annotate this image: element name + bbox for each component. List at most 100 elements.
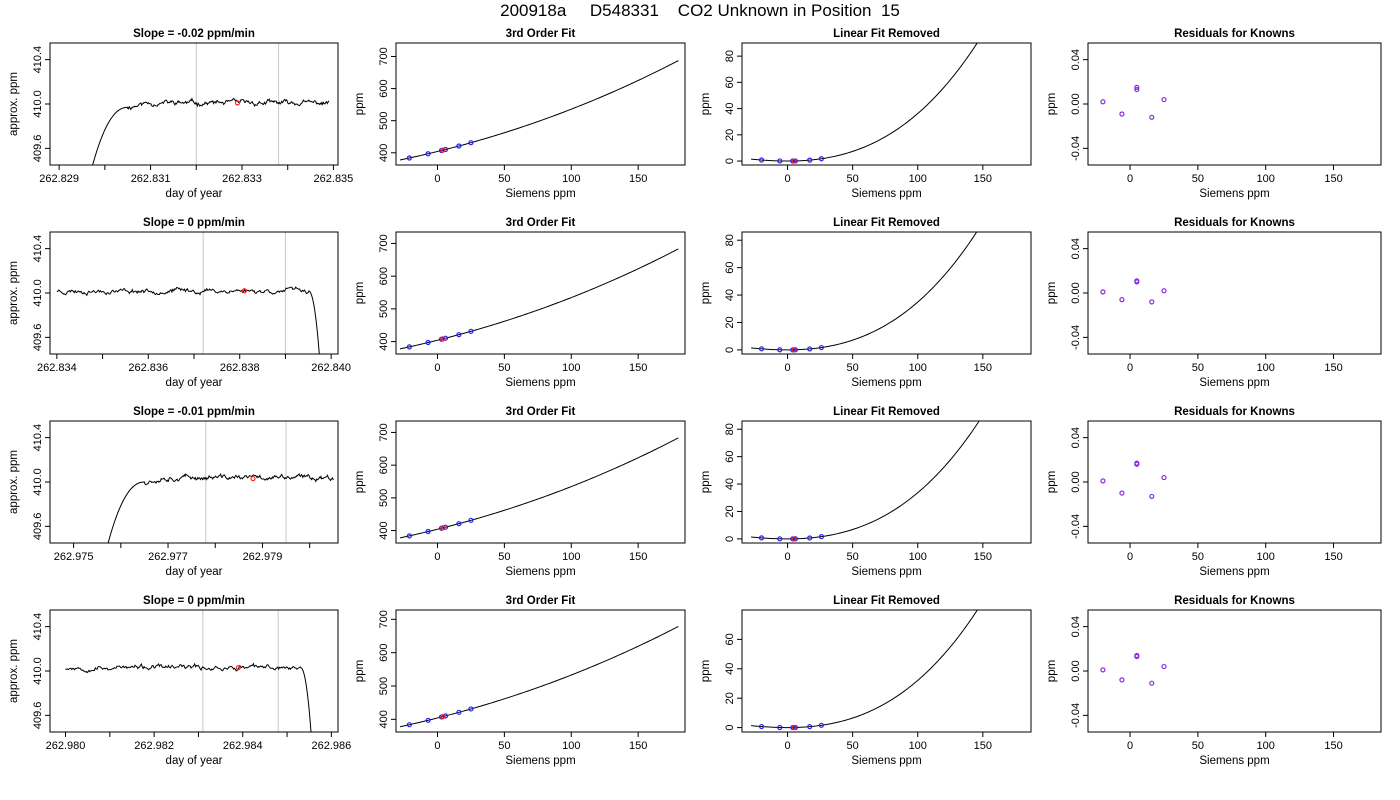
panel-r0c2-fit-curve [751, 43, 978, 162]
panel-r0c2-unknown-point-0 [791, 158, 797, 164]
panel-r3c2-plot-area [751, 610, 978, 731]
panel-r1c0-ytick-label-1: 410.0 [32, 279, 44, 307]
panel-r3c2-xlabel: Siemens ppm [851, 755, 921, 767]
panel-r3c1-plot-area [399, 626, 679, 728]
panel-r2c3-ytick-label-2: 0.04 [1070, 427, 1082, 448]
panel-r0c1-ylabel: ppm [354, 93, 366, 115]
panel-r0c2-ytick-label-0: 0 [724, 158, 736, 164]
panel-r3c1-ylabel: ppm [354, 660, 366, 682]
panel-r1c1-known-point-3 [442, 335, 449, 341]
panel-r2c1-xlabel: Siemens ppm [505, 566, 575, 578]
panel-r1c2-frame [741, 231, 1032, 355]
panel-r0c1-known-point-1 [425, 151, 431, 157]
panel-r2c0-xtick-label-4: 262.979 [243, 551, 283, 563]
panel-r3c3-xtick-label-0: 0 [1127, 740, 1133, 752]
panel-r0c0-xtick-label-4: 262.833 [222, 173, 262, 185]
panel-r1c2-ylabel: ppm [700, 282, 712, 304]
panel-r0c1-known-point-4 [456, 143, 462, 149]
panel-r3c2-xtick-label-1: 50 [847, 740, 859, 752]
panel-r3c1-ytick-label-2: 600 [378, 643, 390, 661]
panel-r0c0-ylabel: approx. ppm [8, 72, 20, 136]
panel-r0c1-xtick-label-3: 150 [629, 173, 647, 185]
panel-r2c3-xtick-label-2: 100 [1257, 551, 1275, 563]
panel-r1c0-ylabel: approx. ppm [8, 261, 20, 325]
panel-r2c0-title: Slope = -0.01 ppm/min [133, 406, 255, 418]
panel-r0c1-xtick-label-1: 50 [498, 173, 510, 185]
panel-r3c0-ylabel: approx. ppm [8, 639, 20, 703]
panel-r3c2-frame [741, 609, 1032, 733]
panel-r2c1-xtick-label-3: 150 [629, 551, 647, 563]
panel-r3c3-xtick-label-1: 50 [1192, 740, 1204, 752]
panel-r2c0-ytick-label-1: 410.0 [32, 468, 44, 496]
panel-r3c1-xtick-label-0: 0 [434, 740, 440, 752]
panel-r1c3-plot-area [1100, 278, 1167, 305]
panel-r1c2-xtick-label-3: 150 [974, 362, 992, 374]
panel-r2c3-xtick-label-0: 0 [1127, 551, 1133, 563]
panel-r3c2-ylabel: ppm [700, 660, 712, 682]
panel-r3c1-known-point-0 [406, 722, 412, 728]
panel-r2c0-trace-line [107, 472, 334, 543]
panel-r3c0-xtick-label-4: 262.984 [223, 740, 263, 752]
panel-r1c2-title: Linear Fit Removed [833, 217, 940, 229]
panel-r1c2-xtick-label-2: 100 [909, 362, 927, 374]
panel-r3c3-residual-point-5 [1161, 663, 1167, 670]
panel-r1c1-title: 3rd Order Fit [506, 217, 576, 229]
panel-r1c3-ytick-label-0: -0.04 [1070, 325, 1082, 350]
panel-r3c2-xtick-label-0: 0 [785, 740, 791, 752]
panel-r0c2-frame [741, 42, 1032, 166]
panel-r3c3-ytick-label-1: 0.00 [1070, 660, 1082, 681]
panel-r1c3-residual-point-1 [1119, 297, 1125, 303]
panel-r0c1-fit-curve [399, 60, 679, 161]
panel-r3c1-xtick-label-2: 100 [562, 740, 580, 752]
panel-r2c2-xlabel: Siemens ppm [851, 566, 921, 578]
panel-r3c3-ytick-label-0: -0.04 [1070, 703, 1082, 728]
panel-r3c0: Slope = 0 ppm/min 262.980 262.982 262.984 26… [8, 595, 351, 767]
panel-r1c0-xtick-label-0: 262.834 [37, 362, 77, 374]
panel-r1c2-known-point-0 [758, 346, 765, 352]
panel-r3c0-xlabel: day of year [166, 755, 223, 767]
panel-r1c3-xtick-label-3: 150 [1324, 362, 1342, 374]
panel-r1c2-ytick-label-3: 60 [724, 262, 736, 274]
panel-r2c1-ytick-label-1: 500 [378, 489, 390, 507]
panel-r0c3-residual-point-0 [1100, 99, 1106, 105]
panel-r3c1-ytick-label-0: 400 [378, 710, 390, 728]
panel-r2c2-known-point-5 [818, 534, 825, 540]
panel-r2c3-title: Residuals for Knowns [1174, 406, 1295, 418]
panel-r0c0-title: Slope = -0.02 ppm/min [133, 28, 255, 40]
panel-r0c3-residual-point-2 [1134, 84, 1140, 90]
panel-r3c1-ytick-label-3: 700 [378, 610, 390, 628]
panel-r1c2-xlabel: Siemens ppm [851, 377, 921, 389]
panel-r1c3-title: Residuals for Knowns [1174, 217, 1295, 229]
panel-r1c0-xtick-label-4: 262.838 [220, 362, 260, 374]
panel-r2c0-xtick-label-2: 262.977 [148, 551, 188, 563]
panel-r0c3-residual-point-4 [1149, 114, 1155, 120]
panel-r3c2-xtick-label-2: 100 [909, 740, 927, 752]
panel-r1c2: Linear Fit Removed 0 50 100 150 0 20 40 60 80 Siem… [700, 217, 1032, 389]
panel-r2c2-known-point-1 [777, 536, 783, 542]
panel-r3c1-unknown-point-0 [440, 713, 446, 720]
panel-r3c2: Linear Fit Removed 0 50 100 150 0 20 40 60 Siemen… [700, 595, 1032, 767]
panel-r0c2-known-point-4 [807, 157, 813, 163]
panel-r0c2-known-point-0 [758, 157, 765, 163]
panel-r2c1-ytick-label-3: 700 [378, 423, 390, 441]
panel-r1c0-unknown-point [241, 288, 247, 294]
panel-r1c1-xtick-label-3: 150 [629, 362, 647, 374]
panel-r1c3-residual-point-5 [1161, 288, 1167, 294]
panel-r3c1-known-point-1 [425, 717, 431, 723]
panel-r3c1-known-point-5 [468, 706, 474, 712]
panel-r0c1-title: 3rd Order Fit [506, 28, 576, 40]
panel-r3c3-title: Residuals for Knowns [1174, 595, 1295, 607]
panel-r0c0-ytick-label-0: 409.6 [32, 135, 44, 163]
panel-r3c3-residual-point-1 [1119, 677, 1125, 683]
panel-r0c1-frame [395, 42, 686, 166]
panel-r3c2-known-point-0 [758, 723, 765, 730]
panel-r2c0-ytick-label-2: 410.4 [32, 424, 44, 452]
panel-r2c2-xtick-label-0: 0 [785, 551, 791, 563]
panel-r1c0-plot-area [56, 232, 320, 354]
panel-r3c1-xlabel: Siemens ppm [505, 755, 575, 767]
panel-r3c2-known-point-1 [777, 724, 783, 731]
panel-r0c2-xtick-label-3: 150 [974, 173, 992, 185]
panel-r3c0-xtick-label-0: 262.980 [46, 740, 86, 752]
panel-r2c1-ytick-label-0: 400 [378, 521, 390, 539]
panel-r3c1-xtick-label-3: 150 [629, 740, 647, 752]
